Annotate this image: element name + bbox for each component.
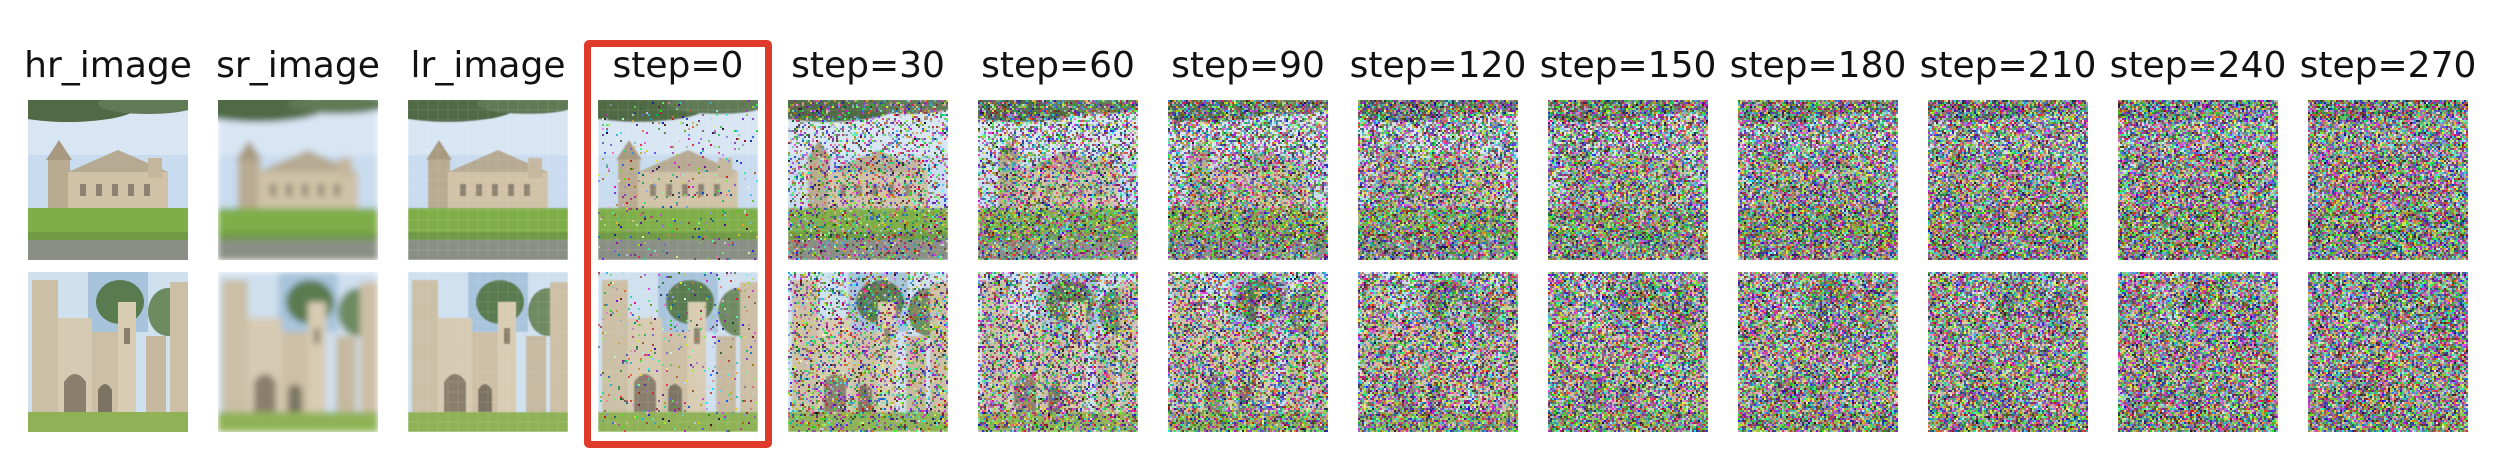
noise-layer — [1738, 100, 1898, 260]
noise-layer — [1358, 272, 1518, 432]
noise-layer — [2118, 272, 2278, 432]
column-label-step-210: step=210 — [1919, 45, 2097, 86]
noise-layer — [1928, 100, 2088, 260]
image-tile-ruins-step-60 — [978, 272, 1138, 432]
image-tile-church-step-240 — [2118, 100, 2278, 260]
column-label-step-120: step=120 — [1349, 45, 1527, 86]
image-tile-ruins-step-120 — [1358, 272, 1518, 432]
column-label-step-0: step=0 — [612, 45, 744, 86]
column-label-step-150: step=150 — [1539, 45, 1717, 86]
noise-layer — [2308, 100, 2468, 260]
ruins-scene-image — [218, 272, 378, 432]
noise-layer — [1168, 272, 1328, 432]
image-tile-ruins-sr-image — [218, 272, 378, 432]
column-label-sr-image: sr_image — [216, 45, 380, 86]
image-tile-ruins-step-0 — [598, 272, 758, 432]
image-tile-church-step-90 — [1168, 100, 1328, 260]
image-tile-ruins-hr-image — [28, 272, 188, 432]
image-tile-ruins-step-90 — [1168, 272, 1328, 432]
image-tile-church-step-270 — [2308, 100, 2468, 260]
noise-layer — [1548, 272, 1708, 432]
image-tile-church-sr-image — [218, 100, 378, 260]
column-label-step-240: step=240 — [2109, 45, 2287, 86]
noise-layer — [1548, 100, 1708, 260]
image-tile-church-step-210 — [1928, 100, 2088, 260]
image-tile-ruins-step-30 — [788, 272, 948, 432]
image-tile-ruins-step-270 — [2308, 272, 2468, 432]
image-tile-church-step-60 — [978, 100, 1138, 260]
noise-layer — [1168, 100, 1328, 260]
image-tile-church-step-150 — [1548, 100, 1708, 260]
noise-layer — [598, 100, 758, 260]
ruins-scene-image — [28, 272, 188, 432]
image-tile-church-step-180 — [1738, 100, 1898, 260]
image-tile-church-step-120 — [1358, 100, 1518, 260]
image-tile-church-hr-image — [28, 100, 188, 260]
image-tile-church-lr-image — [408, 100, 568, 260]
image-tile-ruins-lr-image — [408, 272, 568, 432]
noise-layer — [1738, 272, 1898, 432]
church-scene-image — [218, 100, 378, 260]
noise-layer — [2118, 100, 2278, 260]
column-label-step-90: step=90 — [1171, 45, 1325, 86]
noise-layer — [2308, 272, 2468, 432]
column-label-step-270: step=270 — [2299, 45, 2477, 86]
image-tile-church-step-30 — [788, 100, 948, 260]
column-label-lr-image: lr_image — [410, 45, 566, 86]
column-label-hr-image: hr_image — [24, 45, 192, 86]
column-label-step-30: step=30 — [791, 45, 945, 86]
image-tile-church-step-0 — [598, 100, 758, 260]
noise-layer — [978, 272, 1138, 432]
image-tile-ruins-step-180 — [1738, 272, 1898, 432]
noise-layer — [1928, 272, 2088, 432]
image-tile-ruins-step-210 — [1928, 272, 2088, 432]
church-scene-image — [408, 100, 568, 260]
church-scene-image — [28, 100, 188, 260]
image-tile-ruins-step-150 — [1548, 272, 1708, 432]
noise-layer — [788, 100, 948, 260]
noise-layer — [598, 272, 758, 432]
noise-layer — [978, 100, 1138, 260]
column-label-step-180: step=180 — [1729, 45, 1907, 86]
noise-layer — [788, 272, 948, 432]
ruins-scene-image — [408, 272, 568, 432]
noise-layer — [1358, 100, 1518, 260]
image-tile-ruins-step-240 — [2118, 272, 2278, 432]
column-label-step-60: step=60 — [981, 45, 1135, 86]
